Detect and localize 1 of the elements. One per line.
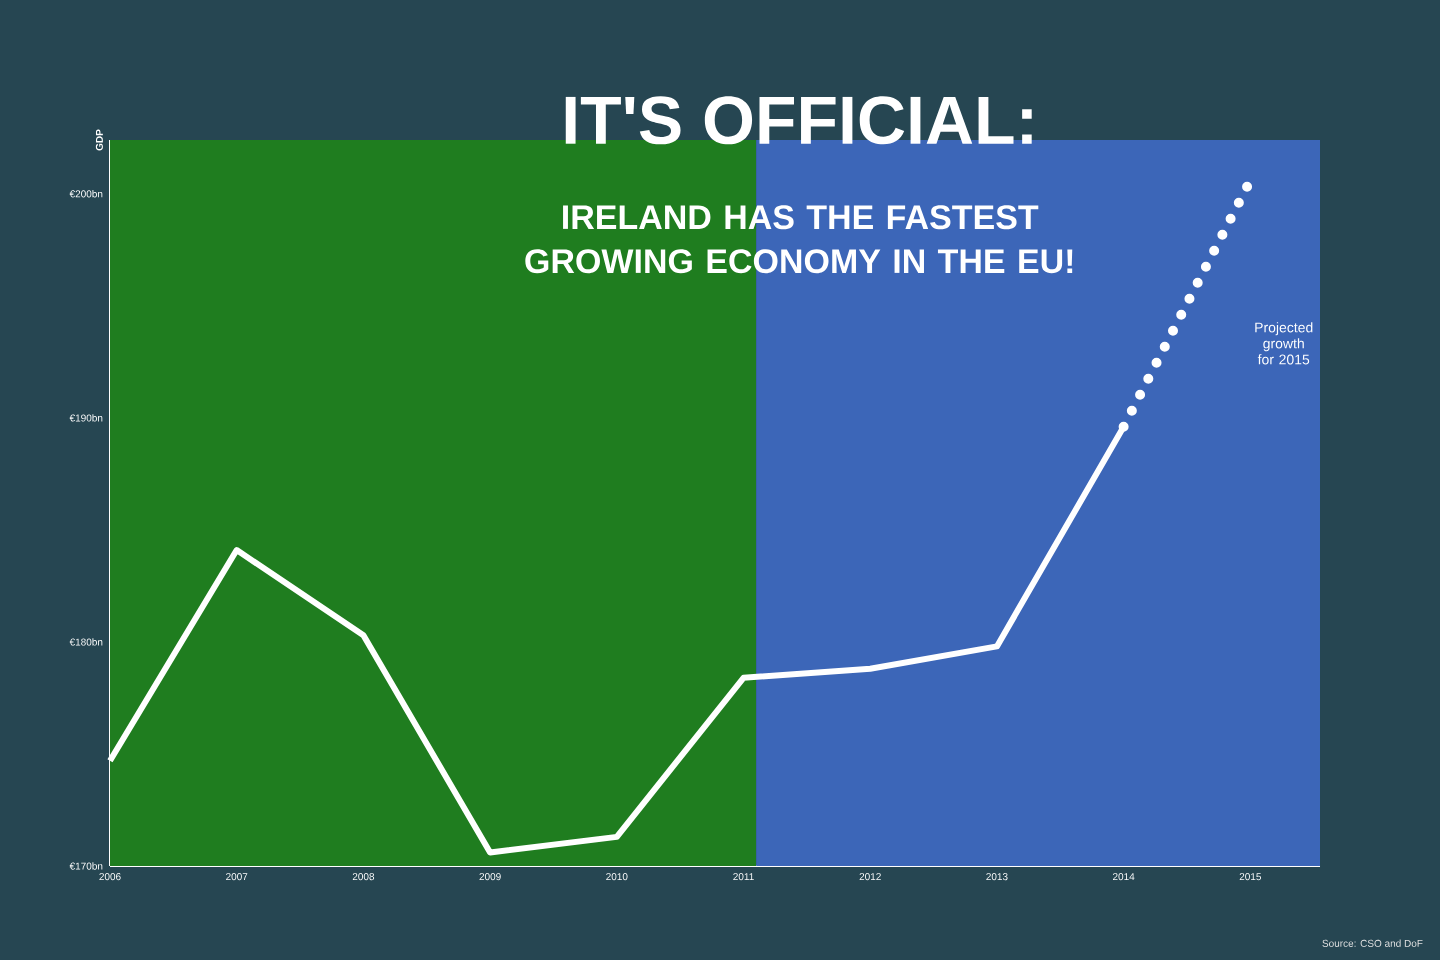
chart-title: IT'S OFFICIAL:	[565, 96, 1032, 145]
